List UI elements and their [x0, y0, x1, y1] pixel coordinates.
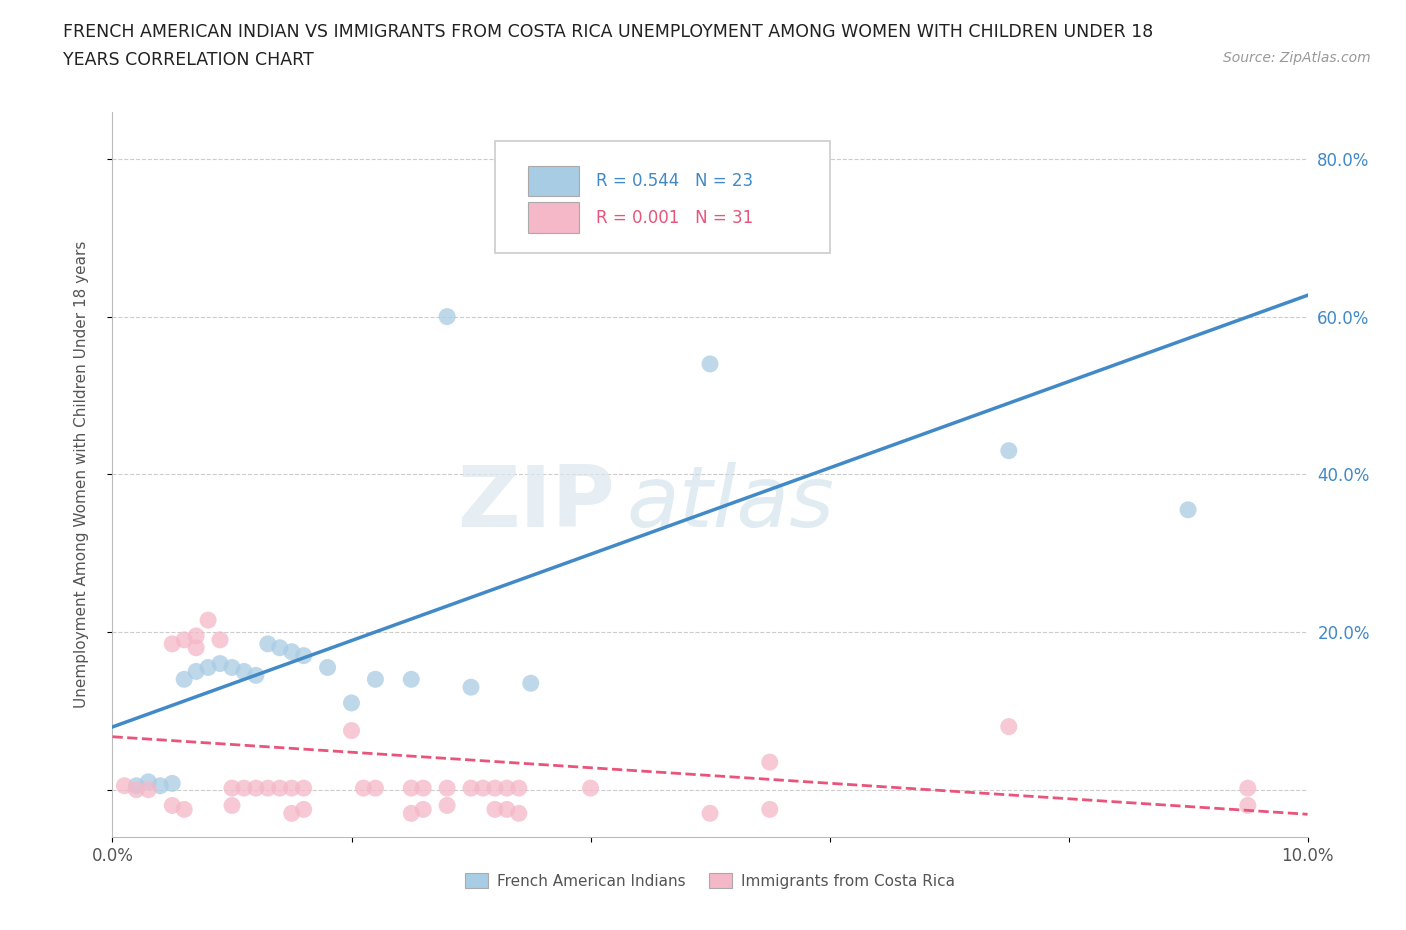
Text: R = 0.001   N = 31: R = 0.001 N = 31	[596, 208, 754, 227]
Text: YEARS CORRELATION CHART: YEARS CORRELATION CHART	[63, 51, 314, 69]
Point	[759, 802, 782, 817]
Point	[412, 802, 434, 817]
Point	[269, 641, 291, 656]
Point	[292, 648, 315, 663]
Point	[484, 780, 506, 795]
Point	[257, 636, 280, 651]
Point	[138, 782, 160, 797]
Point	[245, 668, 267, 683]
Point	[1237, 798, 1260, 813]
Point	[186, 629, 208, 644]
Point	[281, 806, 304, 821]
Point	[401, 806, 423, 821]
Point	[998, 719, 1021, 734]
Text: R = 0.544   N = 23: R = 0.544 N = 23	[596, 172, 754, 191]
Point	[233, 664, 256, 679]
Point	[436, 309, 458, 324]
Point	[173, 671, 195, 686]
Point	[292, 780, 315, 795]
Point	[245, 780, 267, 795]
Point	[173, 632, 195, 647]
Point	[1237, 780, 1260, 795]
FancyBboxPatch shape	[529, 166, 579, 196]
Point	[436, 798, 458, 813]
FancyBboxPatch shape	[529, 203, 579, 232]
Point	[197, 613, 219, 628]
Point	[316, 660, 339, 675]
Point	[699, 806, 721, 821]
Point	[186, 641, 208, 656]
Point	[281, 644, 304, 659]
Point	[412, 780, 434, 795]
Point	[221, 798, 243, 813]
Point	[292, 802, 315, 817]
Point	[364, 780, 387, 795]
Point	[269, 780, 291, 795]
Point	[186, 664, 208, 679]
Text: ZIP: ZIP	[457, 462, 614, 545]
Point	[472, 780, 495, 795]
Point	[484, 802, 506, 817]
Point	[209, 632, 232, 647]
Point	[436, 780, 458, 795]
Point	[162, 798, 183, 813]
Point	[1177, 502, 1199, 517]
Point	[353, 780, 375, 795]
Point	[138, 775, 160, 790]
Y-axis label: Unemployment Among Women with Children Under 18 years: Unemployment Among Women with Children U…	[75, 241, 89, 708]
Legend: French American Indians, Immigrants from Costa Rica: French American Indians, Immigrants from…	[460, 867, 960, 895]
Point	[257, 780, 280, 795]
Point	[675, 234, 697, 249]
Point	[401, 780, 423, 795]
Point	[233, 780, 256, 795]
Text: atlas: atlas	[627, 462, 834, 545]
Text: FRENCH AMERICAN INDIAN VS IMMIGRANTS FROM COSTA RICA UNEMPLOYMENT AMONG WOMEN WI: FRENCH AMERICAN INDIAN VS IMMIGRANTS FRO…	[63, 23, 1153, 41]
Point	[162, 636, 183, 651]
Point	[699, 356, 721, 371]
Point	[998, 444, 1021, 458]
Point	[125, 782, 148, 797]
Point	[149, 778, 172, 793]
Point	[759, 754, 782, 769]
Point	[340, 696, 363, 711]
Point	[460, 780, 482, 795]
Point	[520, 676, 543, 691]
Point	[508, 780, 530, 795]
Point	[173, 802, 195, 817]
Point	[401, 671, 423, 686]
Point	[221, 660, 243, 675]
Point	[340, 724, 363, 738]
Point	[162, 776, 183, 790]
Point	[221, 780, 243, 795]
Point	[281, 780, 304, 795]
Text: Source: ZipAtlas.com: Source: ZipAtlas.com	[1223, 51, 1371, 65]
Point	[197, 660, 219, 675]
Point	[496, 802, 519, 817]
Point	[508, 806, 530, 821]
Point	[114, 778, 135, 793]
Point	[209, 656, 232, 671]
FancyBboxPatch shape	[495, 140, 830, 253]
Point	[125, 778, 148, 793]
Point	[460, 680, 482, 695]
Point	[364, 671, 387, 686]
Point	[496, 780, 519, 795]
Point	[579, 780, 602, 795]
